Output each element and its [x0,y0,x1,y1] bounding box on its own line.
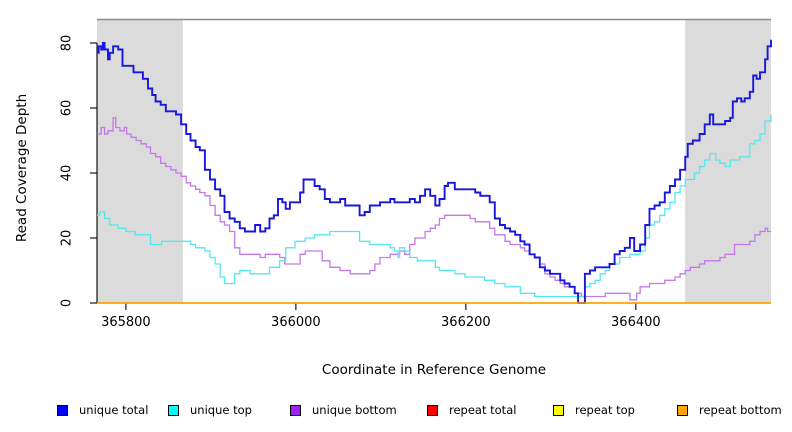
legend-label: repeat bottom [699,403,782,417]
series-unique-total [97,39,772,304]
x-axis-label: Coordinate in Reference Genome [321,362,547,378]
x-tick-label: 365800 [101,315,151,330]
legend: unique total unique top unique bottom re… [0,403,792,421]
legend-item-repeat-top: repeat top [553,403,635,417]
y-tick-label: 40 [59,164,75,182]
legend-item-unique-bottom: unique bottom [290,403,397,417]
repeat-bottom-swatch-icon [677,404,688,416]
legend-label: repeat top [575,403,635,417]
legend-item-unique-top: unique top [168,403,252,417]
legend-label: unique top [190,403,252,417]
legend-label: unique total [79,403,149,417]
x-tick-label: 366200 [441,315,491,330]
y-axis-label: Read Coverage Depth [14,93,30,243]
series-unique-bottom [97,117,771,301]
y-tick-label: 20 [59,229,75,247]
legend-item-unique-total: unique total [57,403,148,417]
x-tick-label: 366400 [611,315,661,330]
legend-label: repeat total [449,403,517,417]
legend-label: unique bottom [312,403,397,417]
shaded-region [685,19,771,303]
y-tick-label: 80 [59,34,75,52]
unique-bottom-swatch-icon [290,404,301,416]
legend-item-repeat-total: repeat total [427,403,516,417]
y-tick-label: 0 [59,298,75,308]
shaded-region [97,19,183,303]
legend-item-repeat-bottom: repeat bottom [677,403,782,417]
unique-total-swatch-icon [57,404,68,416]
unique-top-swatch-icon [168,404,179,416]
y-tick-label: 60 [59,99,75,117]
series-unique-top [97,114,772,298]
x-tick-label: 366000 [271,315,321,330]
repeat-total-swatch-icon [427,404,438,416]
repeat-top-swatch-icon [553,404,564,416]
